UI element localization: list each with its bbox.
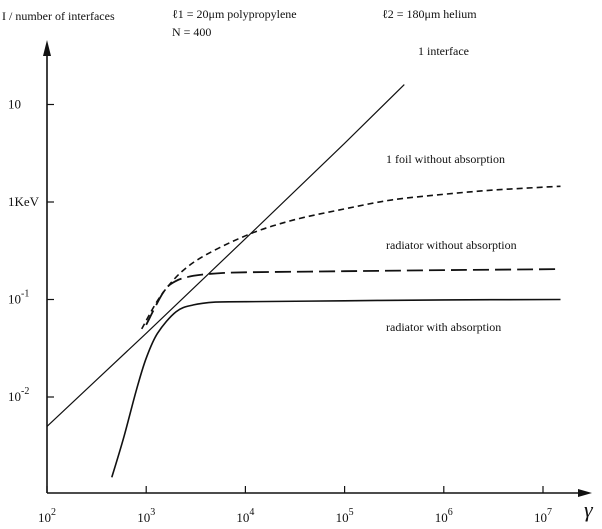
x-axis-arrow-icon [578, 489, 592, 497]
x-tick-label-3: 105 [336, 507, 354, 525]
y-tick-label-1: 10-1 [8, 289, 29, 307]
y-axis-arrow-icon [43, 40, 51, 56]
y-tick-exponent-0: -2 [21, 386, 29, 397]
series-label-one-interface: 1 interface [418, 44, 469, 58]
series-line-one-interface [46, 84, 405, 427]
header-left-label: I / number of interfaces [2, 9, 115, 23]
header-mid-label: ℓ1 = 20μm polypropylene [172, 7, 297, 21]
curves-group [46, 84, 561, 478]
y-tick-exponent-1: -1 [21, 289, 29, 300]
series-labels-group: 1 interface 1 foil without absorption radi… [386, 44, 517, 334]
x-tick-label-2: 104 [236, 507, 254, 525]
x-tick-label-0: 102 [38, 507, 56, 525]
series-label-radiator-with-absorption: radiator with absorption [386, 320, 501, 334]
x-tick-exponent-5: 7 [547, 507, 552, 518]
y-tick-label-0: 10-2 [8, 386, 29, 404]
x-axis-label: γ [584, 497, 594, 522]
x-tick-label-4: 106 [435, 507, 453, 525]
x-tick-exponent-2: 4 [249, 507, 254, 518]
series-line-one-foil-without-absorption [141, 185, 561, 330]
header-right-label: ℓ2 = 180μm helium [382, 7, 477, 21]
header-n-label: N = 400 [172, 25, 211, 39]
series-line-radiator-with-absorption [111, 298, 561, 478]
x-tick-label-5: 107 [534, 507, 552, 525]
x-tick-exponent-1: 3 [150, 507, 155, 518]
x-tick-exponent-0: 2 [51, 507, 56, 518]
x-tick-label-1: 103 [137, 507, 155, 525]
y-tick-label-3: 10 [8, 97, 21, 112]
series-line-radiator-without-absorption [145, 268, 561, 326]
x-tick-exponent-4: 6 [448, 507, 453, 518]
x-tick-exponent-3: 5 [349, 507, 354, 518]
y-tick-label-2: 1KeV [8, 194, 40, 209]
series-label-one-foil-without-absorption: 1 foil without absorption [386, 152, 505, 166]
series-label-radiator-without-absorption: radiator without absorption [386, 238, 517, 252]
